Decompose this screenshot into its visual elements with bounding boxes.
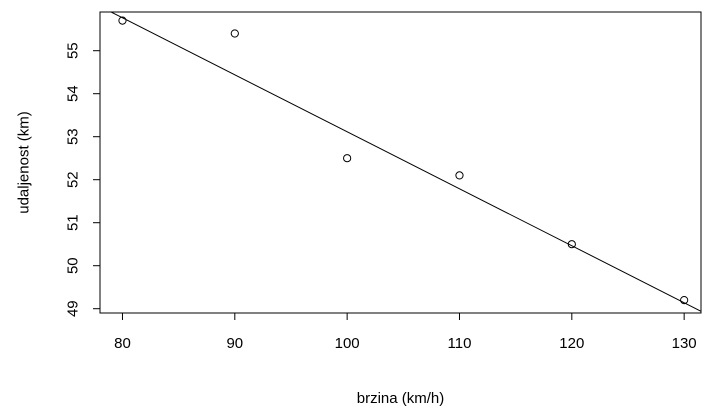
y-tick-label: 55 [65,42,82,59]
data-point [680,296,689,305]
x-axis: 80 90 100 110 120 130 [114,312,697,352]
y-tick-label: 50 [65,257,82,274]
x-tick-label: 90 [226,335,243,352]
data-point [455,171,464,180]
x-tick-label: 80 [114,335,131,352]
y-tick-label: 51 [65,214,82,231]
x-axis-title: brzina (km/h) [357,390,445,407]
plot-frame [99,11,702,314]
y-tick-label: 54 [65,85,82,102]
data-point [118,16,127,25]
y-axis: 49 50 51 52 53 54 55 [65,42,101,317]
data-point [567,240,576,249]
x-tick-label: 120 [559,335,584,352]
x-tick-label: 100 [335,335,360,352]
y-tick-label: 53 [65,128,82,145]
y-tick-label: 52 [65,171,82,188]
y-tick-label: 49 [65,300,82,317]
data-point [230,29,239,38]
regression-line [109,12,701,312]
data-point [343,154,352,163]
plot-area [99,11,702,314]
x-tick-label: 130 [672,335,697,352]
x-tick-label: 110 [448,335,472,352]
y-axis-title: udaljenost (km) [16,111,33,214]
